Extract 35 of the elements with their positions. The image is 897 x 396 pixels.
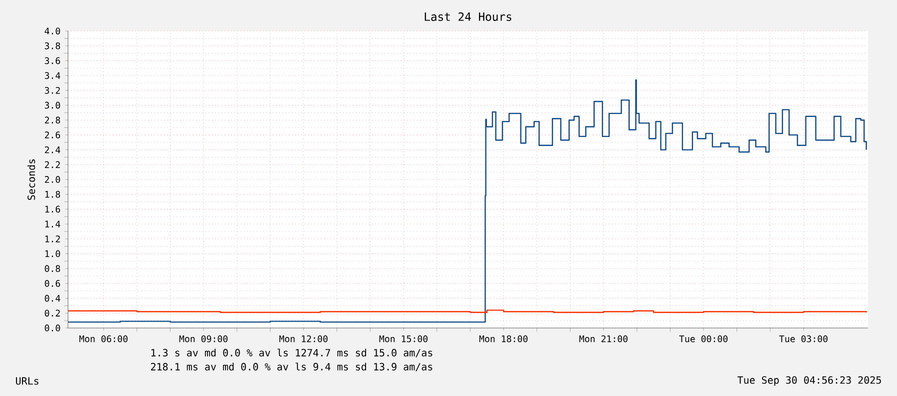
y-tick-label: 2.6 <box>44 132 60 138</box>
y-tick-label: 1.8 <box>45 190 60 198</box>
x-tick-label: Mon 06:00 <box>79 335 128 342</box>
x-tick-label: Mon 21:00 <box>579 335 628 342</box>
y-tick-label: 0.8 <box>44 265 60 272</box>
y-tick-label: 2.2 <box>44 161 60 168</box>
y-tick-label: 3.2 <box>44 86 60 94</box>
y-tick-label: 0.0 <box>44 324 60 332</box>
y-tick-label: 0.2 <box>44 310 60 317</box>
x-tick-label: Mon 15:00 <box>379 335 428 342</box>
x-tick-label: Tue 03:00 <box>779 335 828 342</box>
y-tick-label: 2.4 <box>44 146 60 154</box>
x-tick-label: Mon 09:00 <box>179 335 228 342</box>
x-tick-label: Tue 00:00 <box>679 335 728 342</box>
y-tick-label: 3.4 <box>44 72 60 79</box>
text: 1.3 s av md 0.0 % av ls 1274.7 ms sd 15.0 am/as <box>151 348 432 358</box>
y-tick-label: 0.6 <box>44 280 60 287</box>
y-tick-label: 3.8 <box>44 42 60 50</box>
y-tick-label: 4.0 <box>44 28 60 34</box>
y-axis-title: Seconds <box>27 159 36 200</box>
text: Tue Sep 30 04:56:23 2025 <box>737 376 881 386</box>
y-tick-label: 0.4 <box>44 294 60 302</box>
x-tick-label: Mon 18:00 <box>479 335 528 342</box>
y-tick-label: 1.4 <box>45 220 60 228</box>
y-tick-label: 1.0 <box>45 250 60 258</box>
x-tick-label: Mon 12:00 <box>279 335 328 342</box>
y-tick-label: 2.8 <box>44 116 60 124</box>
text: URLs <box>16 377 38 385</box>
text: 218.1 ms av md 0.0 % av ls 9.4 ms sd 13.9 am/as <box>151 362 432 372</box>
chart-title: Last 24 Hours <box>424 12 512 21</box>
y-tick-label: 1.6 <box>45 206 60 213</box>
y-tick-label: 1.2 <box>45 236 60 242</box>
y-tick-label: 2.0 <box>44 176 60 183</box>
y-tick-label: 3.0 <box>44 102 60 109</box>
y-tick-label: 3.6 <box>44 57 60 64</box>
